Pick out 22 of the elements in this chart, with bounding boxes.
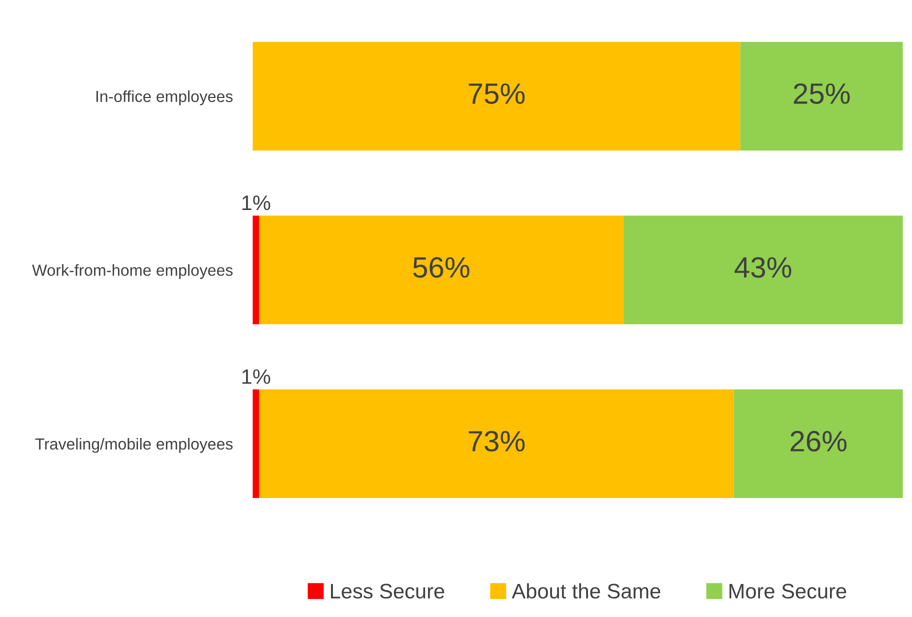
bar (259, 216, 624, 324)
bar (740, 42, 903, 150)
bar (259, 389, 734, 498)
data-label: 26% (790, 430, 846, 452)
bar (252, 389, 260, 498)
data-label: 43% (734, 257, 792, 278)
data-label: 73% (468, 430, 525, 452)
y-tick-label: Traveling/mobile employees (35, 438, 233, 453)
y-tick-label: Work-from-home employees (32, 264, 233, 280)
legend-label: Less Secure (330, 584, 444, 599)
y-tick-label: In-office employees (96, 90, 233, 106)
bar (252, 216, 260, 324)
bar (623, 216, 903, 324)
data-label: 1% (242, 369, 270, 384)
bar (252, 42, 740, 150)
legend-label: More Secure (730, 584, 846, 599)
data-label: 56% (413, 257, 470, 278)
bar (734, 389, 903, 498)
data-label: 1% (242, 196, 270, 210)
data-label: 25% (794, 83, 850, 104)
data-label: 75% (468, 83, 525, 104)
legend-label: About the Same (512, 583, 660, 599)
